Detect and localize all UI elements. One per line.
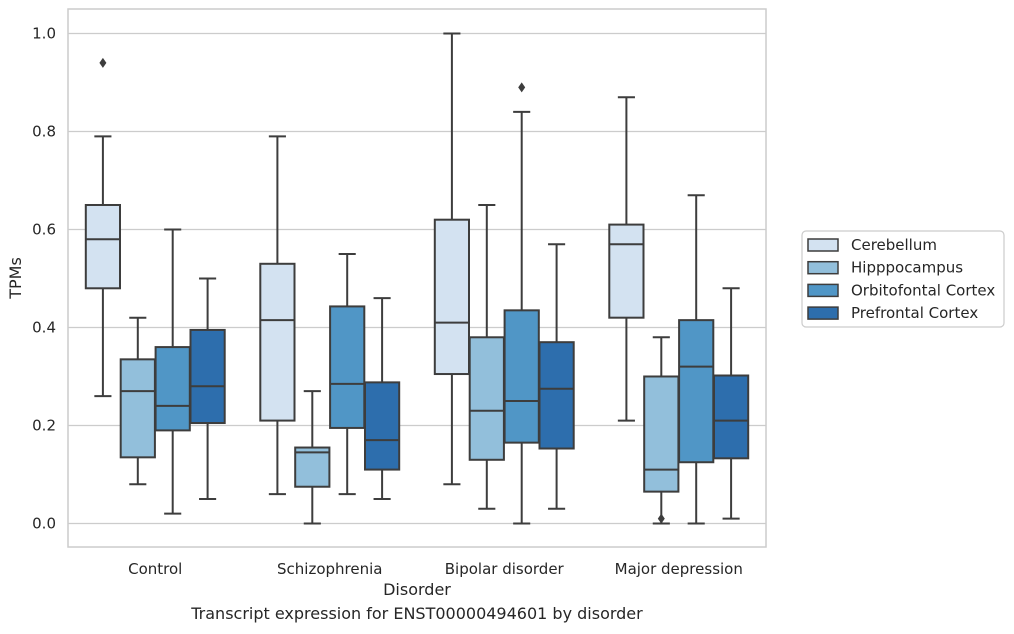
- legend-label: Hipppocampus: [851, 259, 963, 277]
- box: [468, 203, 505, 510]
- box-body: [433, 218, 471, 376]
- box: [189, 277, 226, 500]
- x-tick-label: Bipolar disorder: [445, 560, 565, 578]
- legend-label: Orbitofontal Cortex: [851, 281, 995, 299]
- plot-frame: [67, 8, 767, 548]
- x-tick-label: Control: [128, 560, 182, 578]
- box-body: [468, 336, 505, 461]
- x-tick-label: Major depression: [615, 560, 743, 578]
- box-series: [84, 32, 750, 525]
- box-body: [189, 328, 226, 425]
- box-body: [259, 262, 296, 422]
- legend-label: Cerebellum: [851, 236, 937, 254]
- box-body: [363, 381, 401, 471]
- box-body: [329, 305, 366, 429]
- legend: Cerebellum Hipppocampus Orbitofontal Corte…: [801, 230, 1005, 328]
- legend-swatch: [807, 260, 839, 275]
- y-tick-label: 0.8: [32, 122, 56, 140]
- y-tick-label: 0.6: [32, 220, 56, 238]
- x-tick-label: Schizophrenia: [277, 560, 382, 578]
- legend-frame: [801, 230, 1005, 328]
- box: [538, 243, 575, 510]
- box-body: [712, 374, 750, 460]
- box-body: [119, 358, 156, 459]
- y-axis-label: TPMs: [6, 257, 25, 300]
- outlier-point: [99, 57, 107, 68]
- outlier-point: [657, 513, 665, 524]
- box: [712, 287, 750, 520]
- outlier-point: [518, 82, 526, 93]
- legend-swatch: [807, 283, 839, 298]
- y-tick-label: 0.4: [32, 318, 56, 336]
- figure-caption: Transcript expression for ENST0000049460…: [191, 604, 643, 623]
- legend-swatch: [807, 306, 839, 320]
- y-axis-ticks: 0.0 0.2 0.4 0.6 0.8 1.0: [32, 24, 56, 532]
- y-tick-label: 0.0: [32, 514, 56, 532]
- box: [154, 228, 191, 515]
- box: [503, 82, 540, 525]
- y-tick-label: 0.2: [32, 416, 56, 434]
- box-body: [294, 446, 331, 488]
- box-body: [154, 346, 191, 432]
- box: [363, 297, 401, 500]
- box: [678, 194, 715, 525]
- box: [608, 96, 645, 422]
- box-body: [538, 341, 575, 450]
- box-body: [678, 319, 715, 464]
- legend-label: Prefrontal Cortex: [851, 304, 978, 322]
- legend-swatch: [807, 238, 839, 252]
- box: [329, 252, 366, 496]
- box: [119, 316, 156, 486]
- x-axis-ticks: Control Schizophrenia Bipolar disorder Majo…: [128, 560, 743, 578]
- box: [294, 390, 331, 525]
- box: [433, 32, 471, 486]
- box: [259, 135, 296, 496]
- box-body: [643, 375, 680, 493]
- box-body: [503, 309, 540, 444]
- box: [84, 57, 122, 398]
- y-tick-label: 1.0: [32, 24, 56, 42]
- x-axis-label: Disorder: [383, 580, 451, 599]
- box-body: [84, 203, 122, 290]
- box-body: [608, 223, 645, 319]
